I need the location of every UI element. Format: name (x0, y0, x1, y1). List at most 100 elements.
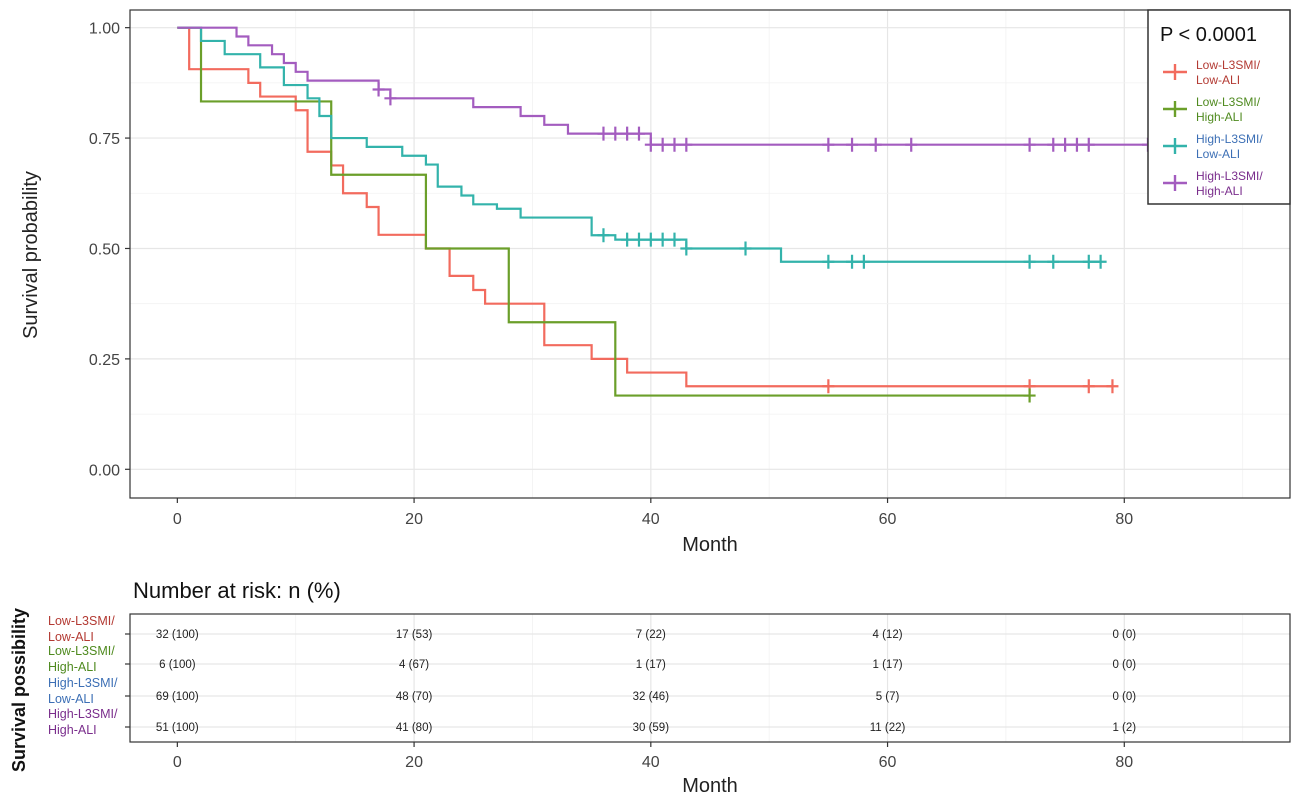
censor-mark (846, 137, 859, 152)
y-tick-label: 0.50 (89, 241, 120, 258)
x-tick-label: 80 (1115, 511, 1133, 528)
censor-mark (680, 241, 693, 256)
censor-mark (1070, 137, 1083, 152)
plot-border (129, 9, 1291, 499)
censor-mark (1082, 137, 1095, 152)
risk-cell: 4 (12) (873, 629, 903, 641)
risk-cell: 0 (0) (1112, 659, 1136, 671)
risk-rows: Low-L3SMI/Low-ALI 32 (100) 17 (53) 7 (22) 4 … (48, 614, 1136, 737)
y-axis-ticks: 0.00 0.25 0.50 0.75 1.00 (89, 21, 130, 479)
survival-curve-0 (177, 26, 1113, 388)
risk-cell: 51 (100) (156, 722, 199, 734)
censor-mark (384, 91, 397, 106)
risk-row-label: High-L3SMI/ (48, 707, 118, 721)
censor-mark (1047, 137, 1060, 152)
risk-cell: 1 (17) (636, 659, 666, 671)
legend-key-2 (1163, 138, 1187, 154)
x-tick-label: 0 (173, 511, 182, 528)
plot-panel (130, 10, 1290, 498)
censor-mark (1059, 137, 1072, 152)
legend-label: Low-ALI (1196, 73, 1240, 87)
censor-mark (1023, 254, 1036, 269)
risk-table-title: Number at risk: n (%) (133, 578, 341, 603)
risk-cell: 1 (17) (873, 659, 903, 671)
risk-cell: 6 (100) (159, 659, 196, 671)
censor-mark (668, 137, 681, 152)
risk-row-label: Low-L3SMI/ (48, 644, 115, 658)
censor-mark (739, 241, 752, 256)
risk-cell: 32 (100) (156, 629, 199, 641)
censor-mark (632, 232, 645, 247)
survival-curve-1 (177, 26, 1030, 397)
risk-x-tick-label: 0 (173, 754, 182, 771)
risk-x-tick-label: 20 (405, 754, 423, 771)
censor-mark (1047, 254, 1060, 269)
censor-mark (644, 232, 657, 247)
censor-mark (632, 126, 645, 141)
censor-mark (1082, 379, 1095, 394)
risk-cell: 7 (22) (636, 629, 666, 641)
y-tick-label: 0.75 (89, 131, 120, 148)
y-tick-label: 1.00 (89, 21, 120, 38)
risk-side-label: Survival possibility (9, 608, 29, 772)
censor-mark (869, 137, 882, 152)
risk-cell: 0 (0) (1112, 629, 1136, 641)
legend-label: High-L3SMI/ (1196, 132, 1263, 146)
censor-mark (822, 137, 835, 152)
legend-label: High-L3SMI/ (1196, 169, 1263, 183)
x-axis-ticks: 0 20 40 60 80 (173, 498, 1133, 528)
censor-mark (905, 137, 918, 152)
x-tick-label: 60 (879, 511, 897, 528)
censor-mark (621, 232, 634, 247)
risk-row-label: Low-ALI (48, 630, 94, 644)
censor-mark (1106, 379, 1119, 394)
legend-label: Low-ALI (1196, 147, 1240, 161)
censor-mark (656, 232, 669, 247)
legend-key-0 (1163, 64, 1187, 80)
censor-mark (668, 232, 681, 247)
risk-cell: 1 (2) (1112, 722, 1136, 734)
risk-row-label: High-ALI (48, 660, 97, 674)
risk-panel (130, 614, 1290, 742)
risk-x-axis-ticks: 0 20 40 60 80 (173, 742, 1133, 771)
censor-mark (644, 137, 657, 152)
risk-panel-border (129, 613, 1291, 743)
censor-mark (597, 228, 610, 243)
risk-row-label: Low-ALI (48, 692, 94, 706)
legend-items: Low-L3SMI/Low-ALILow-L3SMI/High-ALIHigh-… (1163, 58, 1263, 198)
y-tick-label: 0.00 (89, 462, 120, 479)
legend-label: Low-L3SMI/ (1196, 95, 1261, 109)
risk-cell: 5 (7) (876, 691, 900, 703)
survival-curves (177, 26, 1219, 403)
censor-mark (372, 82, 385, 97)
legend-key-3 (1163, 175, 1187, 191)
risk-x-tick-label: 40 (642, 754, 660, 771)
risk-row-label: High-L3SMI/ (48, 676, 118, 690)
censor-mark (597, 126, 610, 141)
risk-row-label: Low-L3SMI/ (48, 614, 115, 628)
y-axis-title: Survival probability (20, 171, 42, 339)
legend-label: Low-L3SMI/ (1196, 58, 1261, 72)
risk-table: Number at risk: n (%) Survival possibili… (9, 578, 1291, 797)
censor-mark (680, 137, 693, 152)
survival-plot: 0.00 0.25 0.50 0.75 1.00 0 20 40 60 80 Month Sur… (20, 9, 1291, 556)
risk-cell: 4 (67) (399, 659, 429, 671)
risk-x-tick-label: 60 (879, 754, 897, 771)
legend: P < 0.0001 Low-L3SMI/Low-ALILow-L3SMI/Hi… (1147, 9, 1291, 205)
y-tick-label: 0.25 (89, 352, 120, 369)
risk-cell: 11 (22) (870, 722, 906, 734)
censor-mark (846, 254, 859, 269)
risk-cell: 48 (70) (396, 691, 433, 703)
legend-label: High-ALI (1196, 110, 1243, 124)
x-tick-label: 40 (642, 511, 660, 528)
x-tick-label: 20 (405, 511, 423, 528)
legend-title: P < 0.0001 (1160, 24, 1257, 46)
risk-x-tick-label: 80 (1115, 754, 1133, 771)
risk-row-label: High-ALI (48, 723, 97, 737)
risk-cell: 41 (80) (396, 722, 433, 734)
legend-key-1 (1163, 101, 1187, 117)
risk-cell: 0 (0) (1112, 691, 1136, 703)
censor-mark (857, 254, 870, 269)
censor-mark (609, 126, 622, 141)
